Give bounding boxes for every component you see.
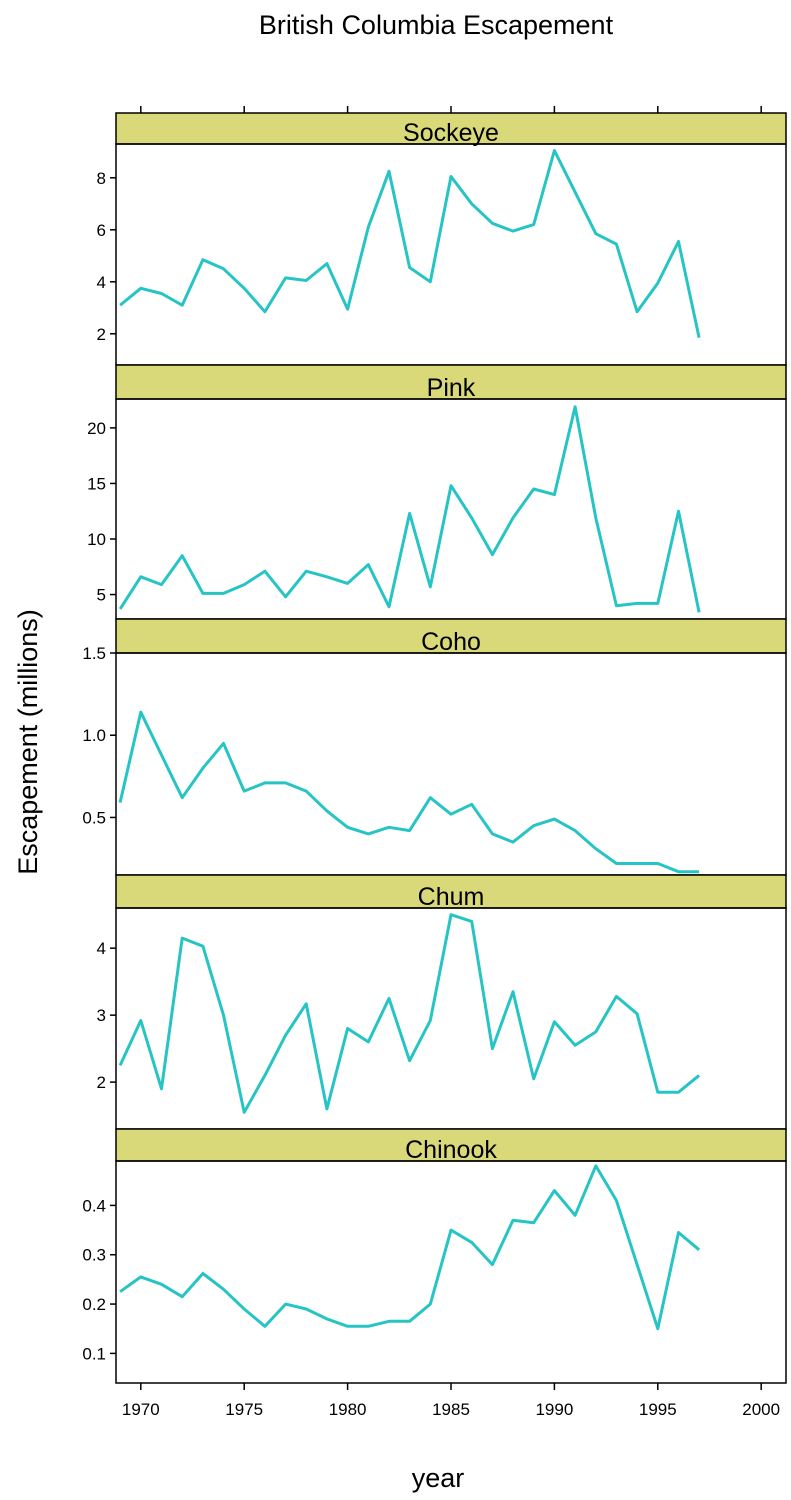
x-axis: 1970 1975 1980 1985 1990 1995 2000 — [122, 106, 780, 1419]
chart-title: British Columbia Escapement — [259, 10, 614, 40]
y-tick-label: 0.5 — [82, 808, 106, 827]
y-tick-label: 1.0 — [82, 726, 106, 745]
y-tick-label: 8 — [97, 169, 106, 188]
panel-frame — [115, 1160, 787, 1384]
y-tick-label: 15 — [87, 474, 106, 493]
panel-chum: Chum 2 3 4 — [97, 874, 787, 1130]
x-tick-label: 1980 — [329, 1400, 367, 1419]
y-tick-label: 6 — [97, 221, 106, 240]
strip-label-chum: Chum — [418, 883, 485, 911]
panel-coho: Coho 0.5 1.0 1.5 — [82, 618, 787, 876]
y-tick-label: 1.5 — [82, 644, 106, 663]
panel-pink: Pink 5 10 15 20 — [87, 364, 787, 620]
y-tick-label: 5 — [97, 586, 106, 605]
strip-sockeye — [115, 112, 787, 145]
x-axis-label: year — [412, 1463, 465, 1493]
y-tick-label: 0.4 — [82, 1196, 106, 1215]
y-tick-label: 4 — [97, 939, 106, 958]
series-line-chinook — [119, 1164, 701, 1331]
y-axis-label: Escapement (millions) — [13, 609, 43, 875]
panel-frame — [115, 398, 787, 620]
x-tick-label: 1975 — [225, 1400, 263, 1419]
series-line-chum — [118, 913, 701, 1114]
x-tick-label: 1970 — [122, 1400, 160, 1419]
panels: Sockeye 2 4 6 8 Pink 5 10 15 20 Coho 0.5 1.0 1.5 Chum 2… — [82, 112, 787, 1384]
x-tick-label: 1985 — [432, 1400, 470, 1419]
y-tick-label: 20 — [87, 419, 106, 438]
panel-chinook: Chinook 0.1 0.2 0.3 0.4 — [82, 1128, 787, 1384]
strip-label-coho: Coho — [421, 628, 481, 656]
y-tick-label: 0.2 — [82, 1295, 106, 1314]
y-tick-label: 0.1 — [82, 1344, 106, 1363]
y-tick-label: 10 — [87, 530, 106, 549]
series-line-sockeye — [119, 149, 701, 339]
x-tick-label: 1990 — [535, 1400, 573, 1419]
x-tick-label: 1995 — [639, 1400, 677, 1419]
panel-frame — [115, 652, 787, 876]
x-tick-label: 2000 — [742, 1400, 780, 1419]
y-tick-label: 4 — [97, 273, 106, 292]
panel-sockeye: Sockeye 2 4 6 8 — [97, 112, 787, 366]
y-tick-label: 3 — [97, 1006, 106, 1025]
series-line-coho — [118, 710, 700, 874]
strip-chinook — [115, 1128, 787, 1162]
strip-label-chinook: Chinook — [405, 1136, 497, 1164]
y-tick-label: 2 — [97, 325, 106, 344]
strip-chum — [115, 874, 787, 909]
strip-label-pink: Pink — [427, 374, 476, 402]
series-line-pink — [118, 405, 701, 613]
panel-frame — [115, 907, 787, 1130]
strip-coho — [115, 618, 787, 654]
y-tick-label: 0.3 — [82, 1246, 106, 1265]
y-tick-label: 2 — [97, 1073, 106, 1092]
strip-label-sockeye: Sockeye — [403, 119, 499, 147]
